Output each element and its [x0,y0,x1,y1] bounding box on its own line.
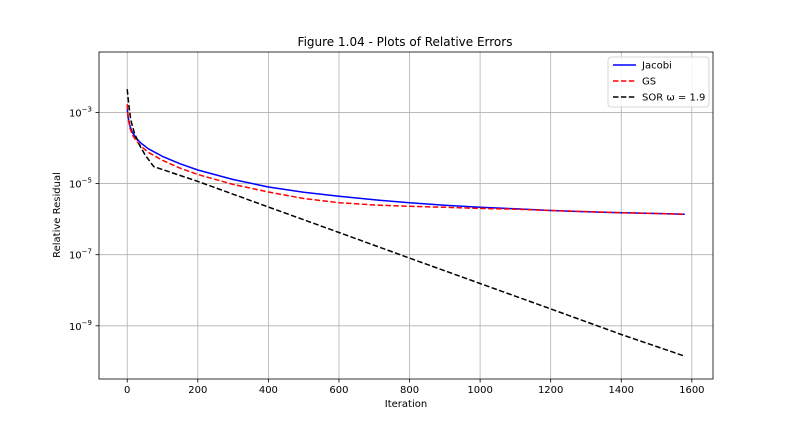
legend-label-sor: SOR ω = 1.9 [642,93,705,104]
y-tick-label: 10−7 [69,248,92,262]
plot-frame [98,51,714,380]
legend: Jacobi GS SOR ω = 1.9 [607,56,710,108]
x-axis-ticks: 0 200 400 600 800 1000 1200 1400 1600 [124,379,705,396]
series-layer [126,89,686,357]
legend-label-gs: GS [642,77,656,88]
x-tick-label: 1600 [679,385,704,396]
x-tick-label: 600 [329,385,348,396]
x-tick-label: 200 [188,385,207,396]
chart-title: Figure 1.04 - Plots of Relative Errors [298,35,513,49]
y-tick-label: 10−3 [69,105,92,119]
series-line-sor [126,89,686,357]
legend-label-jacobi: Jacobi [641,61,672,72]
y-tick-label: 10−5 [69,177,92,191]
x-tick-label: 1200 [538,385,563,396]
x-axis-label: Iteration [385,399,427,410]
y-axis-label: Relative Residual [52,172,63,258]
y-tick-label: 10−9 [69,319,92,333]
legend-box [607,56,710,108]
x-tick-label: 1400 [609,385,634,396]
x-tick-label: 800 [400,385,419,396]
y-axis-ticks: 10−3 10−5 10−7 10−9 [69,105,99,333]
x-tick-label: 400 [259,385,278,396]
x-tick-label: 0 [124,385,130,396]
x-tick-label: 1000 [467,385,492,396]
series-line-gs [126,104,685,215]
